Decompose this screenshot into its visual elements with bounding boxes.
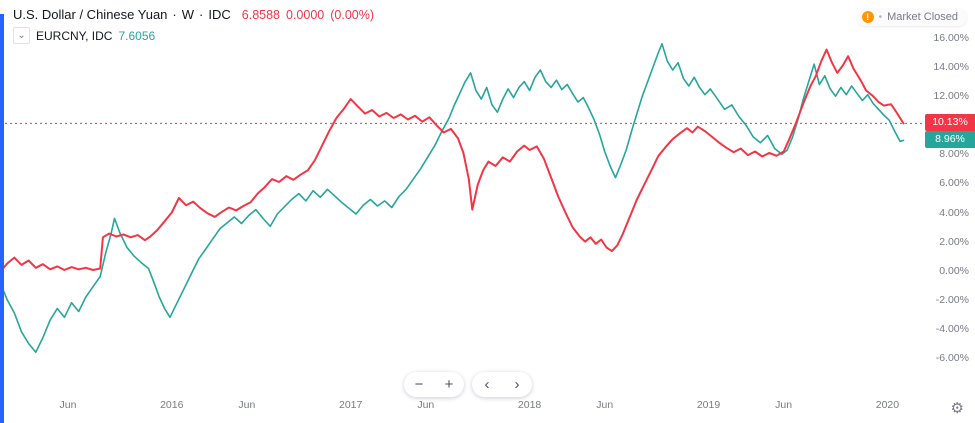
y-axis-label: 4.00% [939, 206, 969, 219]
separator: · [172, 7, 177, 22]
compare-dropdown-button[interactable]: ⌄ [13, 27, 30, 44]
pan-right-button[interactable]: › [502, 372, 532, 397]
chart-legend: U.S. Dollar / Chinese Yuan · W · IDC 6.8… [13, 7, 374, 44]
y-axis-label: 8.00% [939, 148, 969, 161]
y-axis-label: 12.00% [933, 90, 969, 103]
x-axis-label: 2018 [517, 399, 542, 411]
x-axis-label: Jun [596, 399, 614, 411]
settings-gear-icon[interactable]: ⚙ [950, 400, 964, 417]
symbol-values: 6.8588 0.0000 (0.00%) [242, 8, 374, 22]
market-status-pill[interactable]: ! • Market Closed [856, 8, 967, 26]
price-change: 0.0000 [286, 8, 325, 22]
y-axis-label: -4.00% [935, 322, 969, 335]
compare-symbol-row: ⌄ EURCNY, IDC 7.6056 [13, 27, 374, 44]
compare-symbol-value: 7.6056 [118, 28, 156, 43]
alert-icon[interactable]: ! [861, 11, 874, 23]
x-axis-label: 2020 [875, 399, 900, 411]
y-axis-label: 2.00% [939, 235, 969, 248]
zoom-in-button[interactable]: + [434, 372, 464, 397]
x-axis-label: Jun [417, 399, 435, 411]
x-axis-label: Jun [59, 399, 77, 411]
symbol-title[interactable]: U.S. Dollar / Chinese Yuan [13, 7, 168, 22]
series-line-eurcny[interactable] [0, 42, 905, 354]
y-axis-label: -6.00% [935, 352, 969, 364]
price-scale[interactable]: 16.00%14.00%12.00%10.00%8.00%6.00%4.00%2… [925, 0, 975, 370]
x-axis-label: Jun [775, 399, 793, 411]
chevron-down-icon: ⌄ [17, 29, 26, 41]
primary-symbol-row: U.S. Dollar / Chinese Yuan · W · IDC 6.8… [13, 7, 374, 22]
last-price: 6.8588 [241, 8, 280, 22]
market-status-label: Market Closed [887, 11, 958, 23]
zoom-controls: − + [404, 372, 464, 397]
x-axis-label: Jun [238, 399, 256, 411]
x-axis-label: 2017 [338, 399, 363, 411]
compare-symbol-label[interactable]: EURCNY, IDC [36, 28, 113, 43]
y-axis-label: 0.00% [939, 264, 969, 277]
y-axis-label: 14.00% [933, 61, 969, 74]
y-axis-label: 16.00% [933, 32, 969, 44]
separator: · [199, 7, 204, 22]
price-change-pct: (0.00%) [330, 8, 375, 22]
status-bullet: • [878, 11, 883, 23]
x-axis-label: 2016 [160, 399, 184, 411]
zoom-out-button[interactable]: − [404, 372, 434, 397]
exchange-label: IDC [208, 7, 231, 22]
left-edge-accent-bar [0, 14, 4, 423]
price-badge-usdcny: 10.13% [925, 114, 975, 132]
time-scale[interactable]: Jun 2016 Jun 2017 Jun 2018 Jun 2019 Jun 2020 [0, 399, 925, 419]
pan-controls: ‹ › [472, 372, 532, 397]
series-line-usdcny[interactable] [0, 48, 905, 274]
y-axis-label: 6.00% [939, 177, 969, 190]
price-badge-eurcny: 8.96% [925, 131, 975, 149]
y-axis-label: -2.00% [935, 293, 969, 306]
pan-left-button[interactable]: ‹ [472, 372, 502, 397]
interval-label[interactable]: W [181, 7, 195, 22]
x-axis-label: 2019 [696, 399, 721, 411]
